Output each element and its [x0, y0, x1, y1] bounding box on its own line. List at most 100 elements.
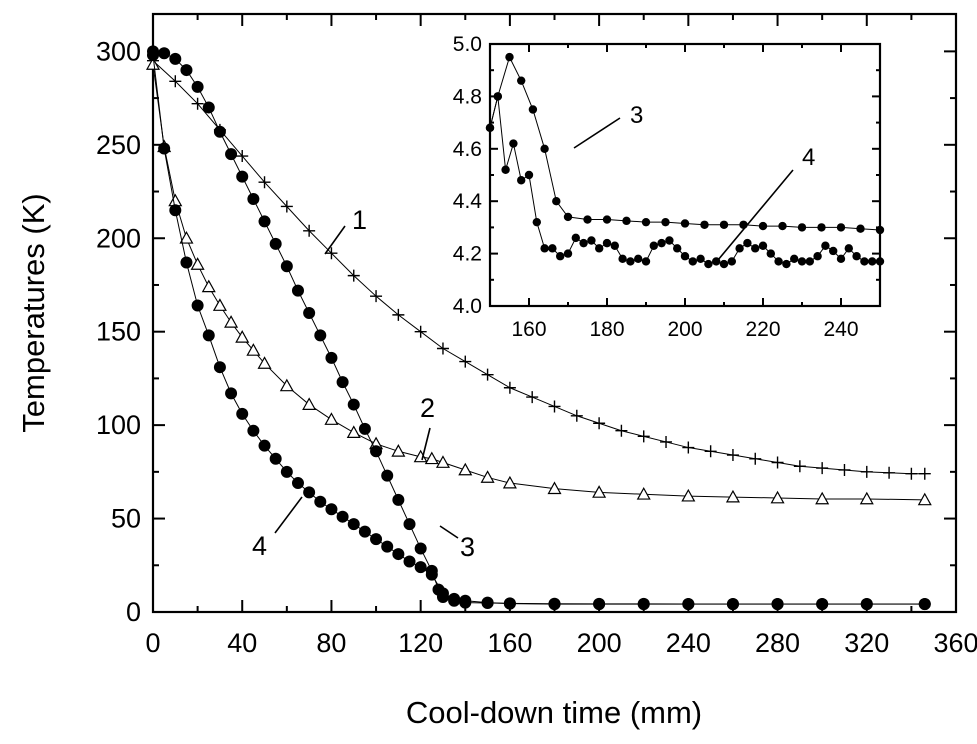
main-x-tick-label: 200 [577, 628, 622, 658]
main-series-4-point [459, 594, 472, 607]
main-series-2-point [190, 257, 205, 270]
x-axis-title: Cool-down time (mm) [406, 695, 702, 730]
main-series-2-point [636, 487, 651, 500]
inset-series-4-point [782, 259, 791, 269]
main-series-4-point [213, 361, 226, 374]
inset-series-4-point [758, 241, 768, 250]
main-y-tick-label: 150 [96, 317, 141, 347]
main-series-2-point [212, 298, 227, 311]
main-series-2-point [725, 489, 740, 503]
inset-series-4-point [485, 123, 495, 133]
main-series-2-point [179, 231, 194, 244]
main-series-4-point [269, 452, 282, 465]
inset-series-3-point [778, 221, 787, 231]
main-series-1-point [503, 381, 516, 394]
main-series-1-point [347, 269, 360, 282]
inset-x-tick-label: 200 [667, 318, 702, 341]
inset-series-3-point [680, 219, 690, 228]
main-series-1-point [593, 417, 606, 430]
main-series-1-point [526, 391, 539, 404]
main-series-4-point [682, 598, 695, 611]
main-series-4-point [180, 256, 193, 269]
inset-series-4-point [680, 252, 690, 261]
inset-leader-line-3 [573, 117, 621, 149]
main-series-1-point [236, 150, 249, 163]
main-series-4-point [336, 510, 349, 523]
main-x-tick-label: 120 [398, 628, 443, 658]
main-series-3-point [180, 64, 193, 77]
main-series-4-point [202, 329, 215, 342]
main-series-group [145, 45, 932, 611]
main-series-4-point [816, 598, 829, 611]
inset-series-4-point [556, 252, 565, 261]
main-series-1-point [392, 308, 405, 321]
main-series-4-point [280, 465, 293, 478]
main-x-tick-label: 240 [666, 628, 711, 658]
inset-series-4-point [610, 241, 619, 250]
inset-series-4-point [852, 252, 861, 261]
y-axis-title: Temperatures (K) [16, 193, 51, 432]
inset-series-4-point [571, 233, 580, 243]
main-x-tick-label: 80 [316, 628, 346, 658]
inset-annotation-3: 3 [630, 102, 643, 129]
main-series-2-point [279, 378, 294, 392]
main-series-4-point [918, 598, 931, 611]
inset-series-4-point [774, 257, 783, 266]
inset-series-4-point [641, 257, 651, 266]
inset-series-4-point [532, 217, 541, 227]
inset-x-tick-label: 160 [511, 318, 546, 341]
inset-series-4-point [727, 257, 736, 266]
main-x-tick-label: 280 [755, 628, 800, 658]
inset-series-4-point [704, 259, 713, 269]
annotation-1: 1 [352, 205, 367, 235]
main-series-3-point [213, 125, 226, 138]
main-series-1-point [771, 456, 784, 469]
main-series-1-point [280, 200, 293, 213]
inset-series-4-point [626, 257, 635, 266]
main-series-4-point [593, 598, 606, 611]
inset-series-3-point [622, 216, 631, 226]
main-series-2-point [547, 481, 562, 495]
inset-axis-ticks: 160 180 200 220 240 4.0 4.2 4.4 4.6 4.8 5.0 [453, 33, 880, 341]
inset-series-4-point [719, 259, 729, 269]
inset-series-4-point [821, 241, 830, 250]
inset-series-4-point [688, 257, 697, 266]
main-series-4-point [247, 424, 260, 437]
inset-series-4-point [673, 244, 682, 253]
inset-series-4-point [563, 249, 573, 258]
main-series-3-point [381, 469, 394, 482]
annotation-4: 4 [252, 531, 267, 561]
main-axis-ticks: 0 40 80 120 160 200 240 280 320 36005010015020025… [96, 14, 977, 658]
main-series-4-point [325, 503, 338, 516]
inset-y-tick-label: 4.0 [453, 295, 482, 318]
main-series-3-point [191, 80, 204, 93]
inset-series-4-point [868, 257, 877, 266]
annotation-3: 3 [460, 532, 475, 562]
main-series-4-point [225, 387, 238, 400]
inset-series-3-point [661, 217, 670, 227]
annotation-2: 2 [420, 393, 435, 423]
inset-series-4-point [743, 238, 752, 248]
main-series-4-point [370, 533, 383, 546]
main-series-2-point [168, 193, 183, 207]
main-series-3-point [280, 260, 293, 273]
main-series-4-point [503, 597, 516, 610]
leader-line-4 [274, 496, 303, 534]
main-series-2-point [391, 444, 406, 457]
main-series-3-point [403, 518, 416, 531]
main-y-tick-label: 50 [111, 504, 141, 534]
main-series-3-point [314, 329, 327, 342]
inset-series-4-point [493, 92, 502, 101]
inset-series-3-point [563, 212, 573, 222]
main-series-4-point [481, 596, 494, 609]
main-series-4-point [414, 561, 427, 574]
main-series-1-point [883, 466, 896, 479]
main-series-1-point [570, 409, 583, 422]
main-series-4-point [381, 540, 394, 553]
main-series-1-point [303, 224, 316, 237]
inset-series-4-point [829, 246, 838, 256]
main-series-3-point [414, 542, 427, 555]
main-series-3-point [247, 193, 260, 206]
main-series-4-point [448, 592, 461, 605]
inset-y-tick-label: 4.6 [453, 138, 482, 161]
